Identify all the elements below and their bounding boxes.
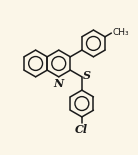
Text: S: S [83,70,91,81]
Text: Cl: Cl [75,124,88,135]
Text: CH₃: CH₃ [112,28,129,37]
Text: N: N [54,78,64,89]
